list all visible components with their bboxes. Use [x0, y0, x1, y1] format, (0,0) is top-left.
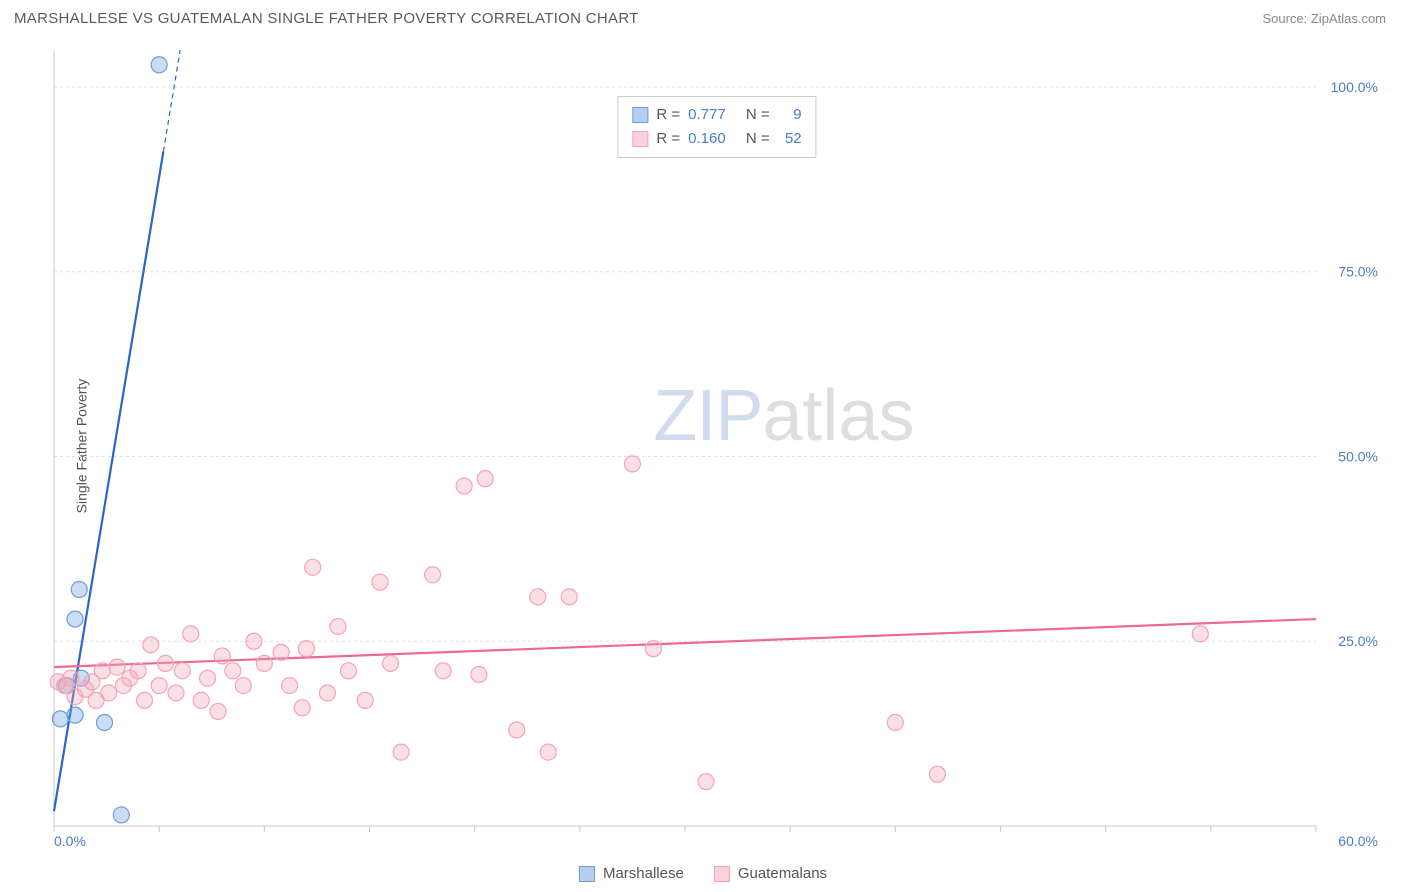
- legend-bottom: Marshallese Guatemalans: [579, 865, 827, 882]
- svg-text:60.0%: 60.0%: [1338, 833, 1378, 849]
- r-label: R =: [656, 103, 680, 127]
- scatter-plot: 25.0% 50.0% 75.0% 100.0% 0.0% 60.0%: [48, 46, 1386, 850]
- legend-item-marshallese: Marshallese: [579, 865, 684, 882]
- n-value-2: 52: [778, 127, 802, 151]
- legend-row-marshallese: R = 0.777 N = 9: [632, 103, 801, 127]
- swatch-marshallese-bottom: [579, 866, 595, 882]
- svg-text:100.0%: 100.0%: [1331, 79, 1378, 95]
- header: MARSHALLESE VS GUATEMALAN SINGLE FATHER …: [0, 0, 1406, 33]
- n-value-1: 9: [778, 103, 802, 127]
- svg-text:75.0%: 75.0%: [1338, 264, 1378, 280]
- svg-text:50.0%: 50.0%: [1338, 448, 1378, 464]
- legend-label-marshallese: Marshallese: [603, 865, 684, 882]
- legend-top: R = 0.777 N = 9 R = 0.160 N = 52: [617, 96, 816, 158]
- svg-text:0.0%: 0.0%: [54, 833, 86, 849]
- swatch-marshallese: [632, 107, 648, 123]
- source-attribution: Source: ZipAtlas.com: [1262, 11, 1386, 26]
- svg-text:25.0%: 25.0%: [1338, 633, 1378, 649]
- swatch-guatemalans: [632, 131, 648, 147]
- n-label: N =: [746, 103, 770, 127]
- chart-title: MARSHALLESE VS GUATEMALAN SINGLE FATHER …: [14, 10, 639, 27]
- legend-label-guatemalans: Guatemalans: [738, 865, 827, 882]
- legend-row-guatemalans: R = 0.160 N = 52: [632, 127, 801, 151]
- n-label-2: N =: [746, 127, 770, 151]
- chart-area: 25.0%50.0%75.0%100.0%0.0%60.0% ZIPatlas …: [48, 46, 1386, 850]
- r-label-2: R =: [656, 127, 680, 151]
- r-value-2: 0.160: [688, 127, 726, 151]
- r-value-1: 0.777: [688, 103, 726, 127]
- swatch-guatemalans-bottom: [714, 866, 730, 882]
- legend-item-guatemalans: Guatemalans: [714, 865, 827, 882]
